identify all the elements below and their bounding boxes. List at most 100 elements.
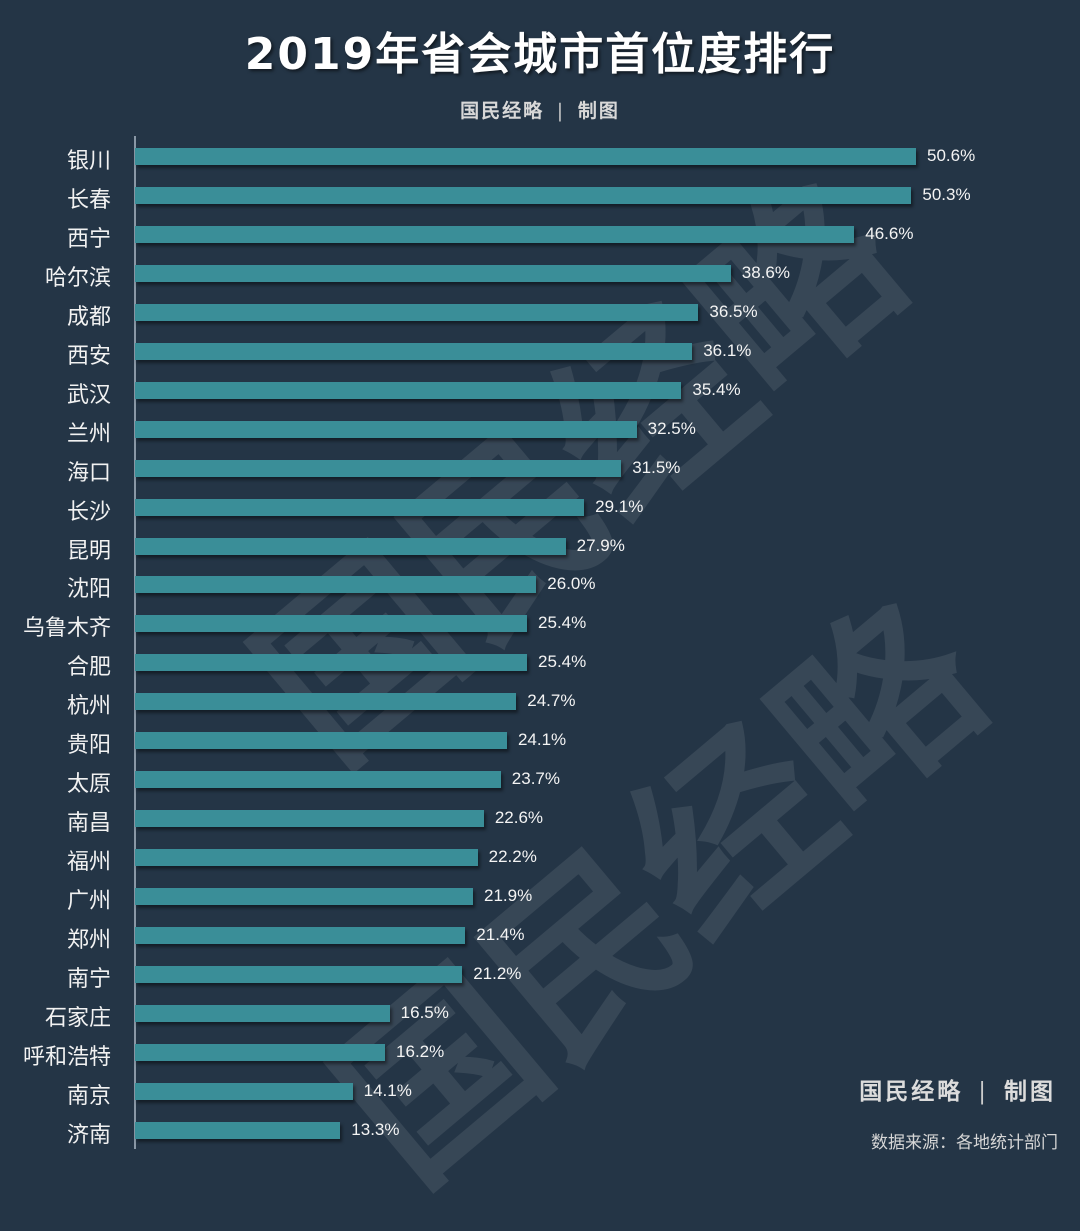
bar — [135, 264, 731, 282]
value-label: 24.7% — [527, 691, 576, 711]
bar-row: 哈尔滨 38.6% — [0, 254, 1080, 293]
value-label: 16.5% — [400, 1002, 449, 1022]
value-label: 13.3% — [351, 1119, 400, 1139]
y-axis-line — [134, 136, 136, 1149]
bar-row: 南宁 21.2% — [0, 955, 1080, 994]
bar — [135, 225, 855, 243]
bar-row: 乌鲁木齐 25.4% — [0, 604, 1080, 643]
category-label: 南宁 — [66, 966, 111, 992]
bar-row: 呼和浩特 16.2% — [0, 1033, 1080, 1072]
value-label: 16.2% — [396, 1041, 445, 1061]
bar — [135, 771, 501, 789]
category-label: 武汉 — [66, 382, 111, 408]
bar-row: 长春 50.3% — [0, 176, 1080, 215]
bar-row: 长沙 29.1% — [0, 488, 1080, 527]
category-label: 乌鲁木齐 — [22, 616, 111, 642]
value-label: 50.3% — [922, 184, 971, 204]
bar-row: 沈阳 26.0% — [0, 565, 1080, 604]
value-label: 31.5% — [632, 457, 681, 477]
credit-org: 国民经略 — [460, 100, 545, 122]
bar-row: 太原 23.7% — [0, 760, 1080, 799]
bar-row: 杭州 24.7% — [0, 682, 1080, 721]
value-label: 50.6% — [927, 146, 976, 165]
bar-row: 南昌 22.6% — [0, 799, 1080, 838]
bar-row: 福州 22.2% — [0, 838, 1080, 877]
category-label: 沈阳 — [66, 577, 111, 603]
bar — [135, 537, 566, 555]
value-label: 32.5% — [647, 418, 696, 438]
value-label: 26.0% — [547, 574, 596, 594]
value-label: 25.4% — [538, 613, 587, 633]
bar — [135, 576, 537, 594]
bar — [135, 1043, 386, 1061]
credit-org: 国民经略 — [859, 1078, 964, 1105]
value-label: 21.2% — [473, 963, 522, 983]
value-label: 46.6% — [865, 223, 914, 243]
bar-row: 海口 31.5% — [0, 449, 1080, 488]
bar — [135, 615, 528, 633]
category-label: 杭州 — [66, 694, 111, 720]
category-label: 太原 — [66, 772, 111, 798]
credit-footer: 国民经略 | 制图 — [859, 1072, 1056, 1106]
bar — [135, 849, 478, 867]
category-label: 长沙 — [66, 499, 111, 525]
value-label: 29.1% — [595, 496, 644, 516]
value-label: 22.6% — [494, 808, 544, 828]
category-label: 成都 — [66, 304, 111, 330]
bar — [135, 1004, 390, 1022]
bar-row: 贵阳 24.1% — [0, 721, 1080, 760]
bar — [135, 420, 637, 438]
category-label: 西安 — [66, 343, 111, 369]
bar — [135, 459, 622, 477]
category-label: 石家庄 — [44, 1005, 111, 1031]
category-label: 长春 — [66, 187, 111, 213]
bar — [135, 927, 466, 944]
bar — [135, 148, 916, 165]
bar — [135, 342, 693, 360]
value-label: 14.1% — [363, 1080, 412, 1100]
bar — [135, 1121, 341, 1139]
bar-row: 石家庄 16.5% — [0, 994, 1080, 1033]
bar-row: 广州 21.9% — [0, 877, 1080, 916]
value-label: 36.5% — [709, 301, 758, 321]
category-label: 合肥 — [66, 655, 111, 681]
bar-row: 成都 36.5% — [0, 293, 1080, 332]
bar-row: 合肥 25.4% — [0, 643, 1080, 682]
value-label: 25.4% — [538, 652, 587, 672]
category-label: 银川 — [66, 149, 111, 174]
bar-row: 济南 13.3% — [0, 1111, 1080, 1150]
bar — [135, 498, 585, 516]
value-label: 35.4% — [692, 379, 741, 399]
bar-row: 武汉 35.4% — [0, 371, 1080, 410]
bar — [135, 186, 912, 204]
bar — [135, 732, 507, 750]
category-label: 海口 — [66, 460, 111, 486]
chart-title: 2019年省会城市首位度排行 — [244, 29, 836, 80]
value-label: 21.9% — [484, 886, 533, 906]
category-label: 南昌 — [66, 811, 111, 837]
credit-header: 国民经略 | 制图 — [0, 96, 1080, 123]
category-label: 济南 — [66, 1122, 111, 1148]
bar — [135, 965, 463, 983]
credit-separator: | — [556, 100, 566, 122]
value-label: 38.6% — [741, 262, 790, 282]
credit-role: 制图 — [1004, 1078, 1056, 1105]
credit-separator: | — [978, 1079, 989, 1105]
value-label: 23.7% — [511, 769, 560, 789]
bar-row: 南京 14.1% — [0, 1072, 1080, 1111]
bar — [135, 303, 699, 321]
bar-row: 兰州 32.5% — [0, 410, 1080, 449]
value-label: 36.1% — [703, 340, 752, 360]
bar-row: 银川 50.6% — [0, 137, 1080, 176]
bar-row: 西安 36.1% — [0, 332, 1080, 371]
category-label: 广州 — [66, 889, 111, 915]
category-label: 郑州 — [66, 928, 111, 953]
value-label: 21.4% — [476, 925, 525, 944]
category-label: 哈尔滨 — [44, 265, 111, 291]
category-label: 南京 — [66, 1083, 111, 1109]
value-label: 24.1% — [517, 730, 567, 750]
credit-role: 制图 — [577, 100, 620, 122]
category-label: 呼和浩特 — [22, 1044, 111, 1070]
data-source: 数据来源：各地统计部门 — [871, 1133, 1058, 1153]
bar-row: 郑州 21.4% — [0, 916, 1080, 955]
